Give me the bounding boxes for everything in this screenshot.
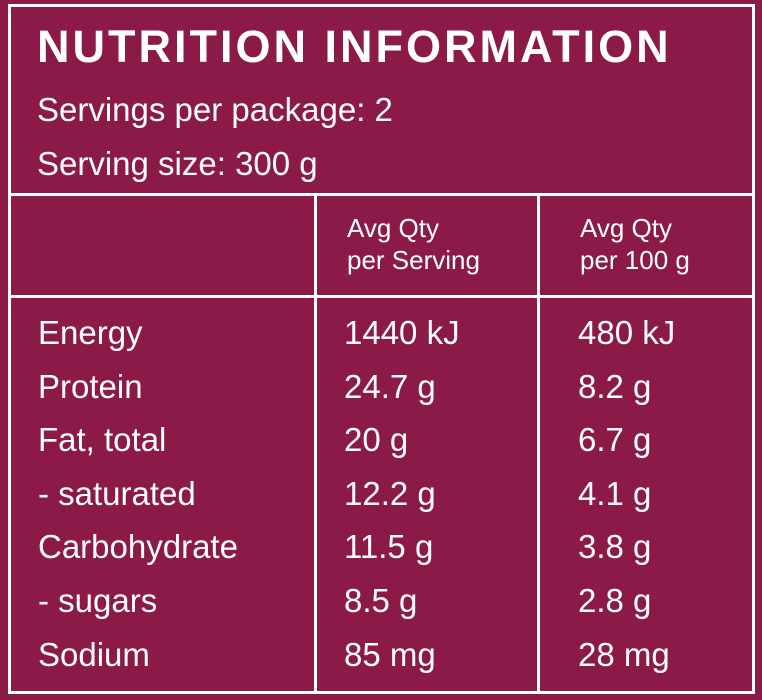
qty-per-100g: 8.2 g: [578, 367, 652, 405]
table-row: - sugars 8.5 g 2.8 g: [11, 575, 752, 629]
table-row: Fat, total 20 g 6.7 g: [11, 414, 752, 468]
nutrient-name: - saturated: [38, 474, 196, 512]
qty-per-100g: 3.8 g: [578, 528, 652, 566]
table-row: - saturated 12.2 g 4.1 g: [11, 468, 752, 522]
column-header-line: per 100 g: [580, 245, 690, 275]
table-row: Energy 1440 kJ 480 kJ: [11, 307, 752, 361]
column-divider: [537, 196, 540, 694]
qty-per-serving: 24.7 g: [344, 367, 436, 405]
nutrient-name: Carbohydrate: [38, 528, 238, 566]
column-header-line: per Serving: [347, 245, 480, 275]
panel-header: NUTRITION INFORMATION Servings per packa…: [11, 7, 752, 196]
qty-per-serving: 8.5 g: [344, 581, 418, 619]
qty-per-serving: 11.5 g: [344, 528, 434, 566]
qty-per-100g: 480 kJ: [578, 314, 676, 351]
qty-per-serving: 1440 kJ: [344, 314, 460, 351]
nutrient-name: Protein: [38, 367, 143, 405]
column-header-per-100g: Avg Qty per 100 g: [580, 212, 690, 276]
column-header-line: Avg Qty: [580, 213, 673, 243]
panel-title: NUTRITION INFORMATION: [37, 21, 672, 72]
nutrient-name: Fat, total: [38, 421, 167, 459]
qty-per-serving: 20 g: [344, 421, 409, 459]
qty-per-100g: 6.7 g: [578, 421, 652, 459]
qty-per-100g: 28 mg: [578, 635, 670, 673]
column-header-line: Avg Qty: [347, 213, 440, 243]
column-header-row: Avg Qty per Serving Avg Qty per 100 g: [11, 196, 752, 298]
serving-size: Serving size: 300 g: [37, 145, 318, 182]
nutrient-name: Energy: [38, 314, 143, 351]
column-divider: [314, 196, 317, 694]
qty-per-100g: 2.8 g: [578, 581, 652, 619]
nutrient-name: Sodium: [38, 635, 150, 673]
nutrient-rows: Energy 1440 kJ 480 kJ Protein 24.7 g 8.2…: [11, 307, 752, 682]
table-row: Sodium 85 mg 28 mg: [11, 629, 752, 683]
column-header-per-serving: Avg Qty per Serving: [347, 212, 480, 276]
table-row: Carbohydrate 11.5 g 3.8 g: [11, 521, 752, 575]
nutrition-table-frame: NUTRITION INFORMATION Servings per packa…: [8, 4, 755, 694]
table-row: Protein 24.7 g 8.2 g: [11, 361, 752, 415]
qty-per-100g: 4.1 g: [578, 474, 652, 512]
qty-per-serving: 12.2 g: [344, 474, 436, 512]
servings-per-package: Servings per package: 2: [37, 91, 393, 128]
nutrient-name: - sugars: [38, 581, 158, 619]
qty-per-serving: 85 mg: [344, 635, 436, 673]
